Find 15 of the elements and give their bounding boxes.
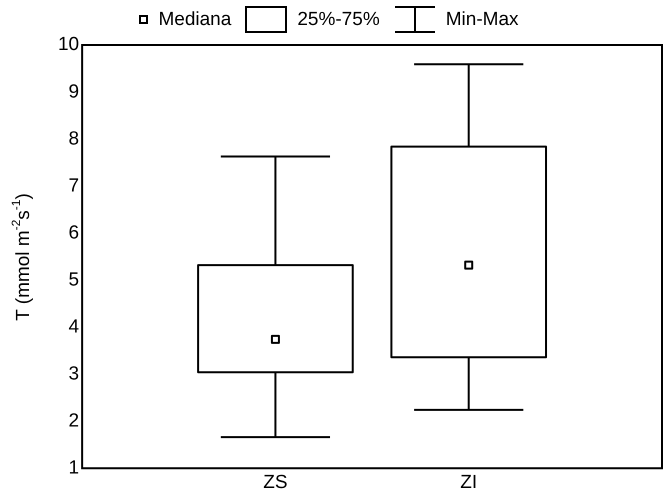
- y-tick-label: 2: [68, 410, 80, 432]
- y-tick-label: 7: [68, 175, 80, 196]
- text: Min-Max: [446, 8, 519, 30]
- x-tick-label: ZS: [263, 472, 288, 493]
- y-tick-label: 1: [68, 457, 80, 478]
- x-tick-label: ZI: [460, 472, 478, 493]
- y-tick-label: 4: [68, 316, 80, 338]
- y-tick-label: 6: [68, 222, 80, 244]
- text: Mediana: [158, 8, 232, 30]
- y-tick-label: 8: [68, 128, 80, 150]
- y-tick-label: 3: [68, 363, 80, 384]
- y-tick-label: 9: [68, 81, 80, 102]
- y-tick-label: 5: [68, 269, 80, 290]
- text: 25%-75%: [297, 8, 380, 30]
- y-tick-label: 10: [58, 34, 80, 56]
